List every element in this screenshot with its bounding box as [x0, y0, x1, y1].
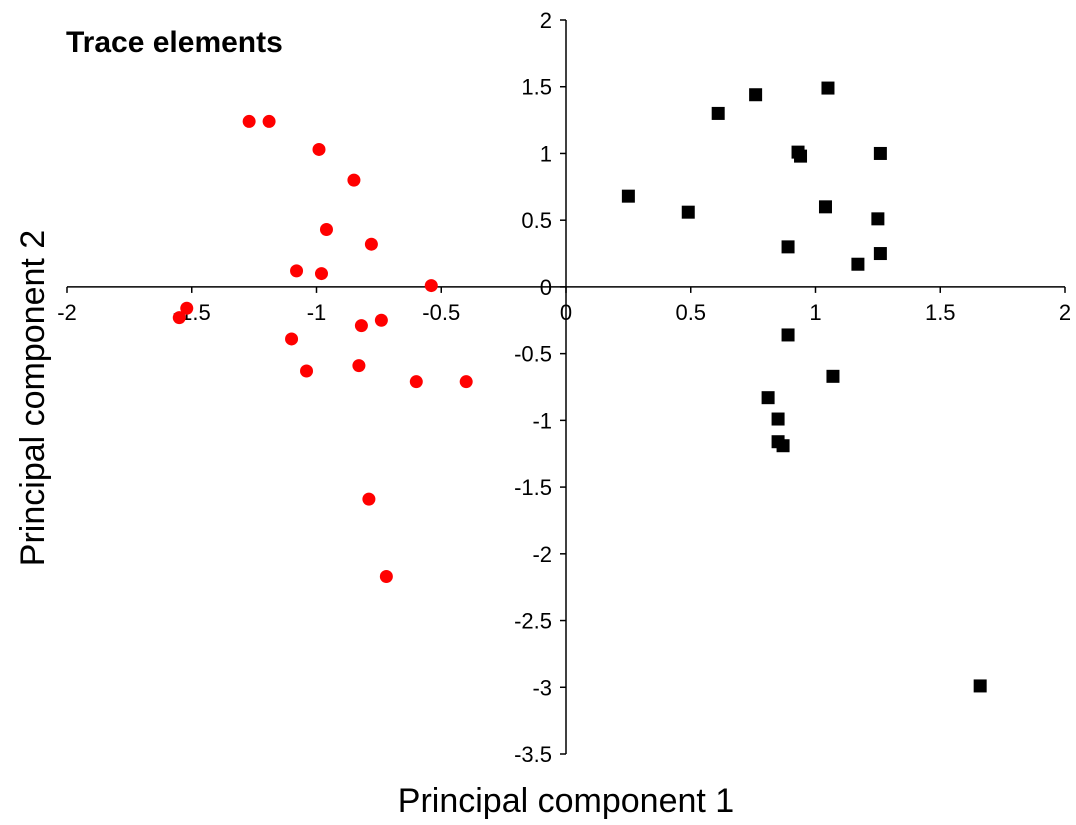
red-circle-point [374, 313, 388, 327]
red-circle-point [409, 375, 423, 389]
y-tick-label: -2 [532, 542, 552, 567]
y-axis-title: Principal component 2 [14, 230, 52, 566]
black-square-point [621, 189, 635, 203]
black-square-point [781, 328, 795, 342]
black-square-point [973, 679, 987, 693]
black-square-point [776, 439, 790, 453]
black-square-point [749, 88, 763, 102]
x-tick-label: 0.5 [675, 300, 706, 325]
black-square-point [711, 106, 725, 120]
black-square-point [851, 257, 865, 271]
x-tick-label: 0 [560, 300, 572, 325]
black-square-point [761, 391, 775, 405]
red-circle-point [300, 364, 314, 378]
black-square-point [681, 205, 695, 219]
x-tick-label: 1.5 [925, 300, 956, 325]
black-square-point [781, 240, 795, 254]
red-circle-point [354, 319, 368, 333]
red-circle-point [180, 301, 194, 315]
data-points [172, 81, 987, 693]
black-square-point [826, 369, 840, 383]
y-tick-label: -1.5 [514, 475, 552, 500]
red-circle-point [172, 311, 186, 325]
red-circle-point [459, 375, 473, 389]
red-circle-point [262, 114, 276, 128]
red-circle-point [362, 492, 376, 506]
red-circle-point [285, 332, 299, 346]
x-tick-label: -0.5 [422, 300, 460, 325]
red-circle-point [319, 223, 333, 237]
y-tick-label: 2 [540, 8, 552, 33]
y-tick-labels: 2 1.5 1 0.5 0 -0.5 -1 -1.5 -2 -2.5 -3 -3.5 [514, 8, 552, 767]
x-tick-label: 2 [1059, 300, 1071, 325]
red-circle-point [347, 173, 361, 187]
y-tick-label: -1 [532, 408, 552, 433]
x-tick-label: -1 [307, 300, 327, 325]
red-circle-point [312, 142, 326, 156]
y-tick-label: -2.5 [514, 609, 552, 634]
y-tick-label: 1.5 [521, 75, 552, 100]
black-square-point [873, 247, 887, 261]
axes [66, 19, 1066, 755]
red-circle-point [290, 264, 304, 278]
black-square-point [818, 200, 832, 214]
x-axis-title: Principal component 1 [398, 782, 734, 820]
y-tick-label: 0.5 [521, 208, 552, 233]
y-tick-label: -3 [532, 675, 552, 700]
y-tick-label: 0 [540, 275, 552, 300]
black-square-point [873, 146, 887, 160]
red-circle-point [314, 267, 328, 281]
red-circle-point [352, 359, 366, 373]
red-circle-point [379, 570, 393, 584]
y-tick-label: -3.5 [514, 742, 552, 767]
y-tick-label: -0.5 [514, 342, 552, 367]
x-tick-labels: -2-1.5-1-0.500.511.52 [57, 300, 1071, 325]
red-circle-point [424, 279, 438, 293]
black-square-point [794, 149, 808, 163]
chart-title: Trace elements [66, 26, 283, 59]
x-tick-label: 1 [809, 300, 821, 325]
black-square-point [821, 81, 835, 95]
black-square-point [771, 412, 785, 426]
y-tick-label: 1 [540, 141, 552, 166]
red-circle-point [242, 114, 256, 128]
black-square-point [871, 212, 885, 226]
x-tick-label: -2 [57, 300, 77, 325]
red-circle-point [364, 237, 378, 251]
